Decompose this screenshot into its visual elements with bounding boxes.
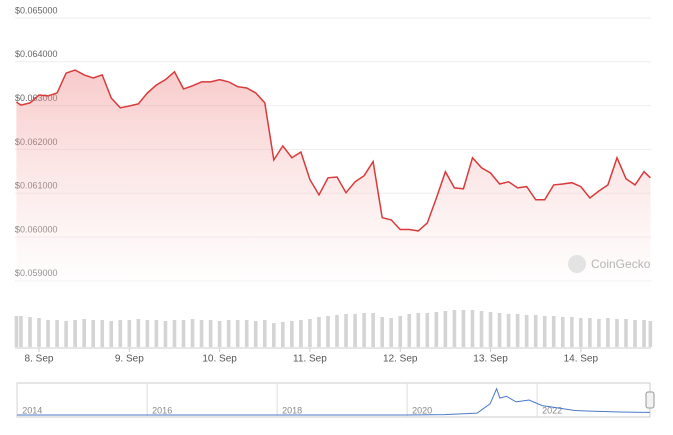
x-tick-label: 9. Sep: [115, 354, 144, 365]
volume-bar: [100, 320, 105, 347]
volume-bar: [91, 320, 96, 347]
volume-bar: [542, 316, 547, 347]
navigator-tick-label: 2022: [542, 405, 562, 415]
volume-bar: [569, 317, 574, 347]
volume-bar: [154, 320, 159, 347]
navigator-tick-label: 2014: [22, 405, 42, 415]
volume-bar: [55, 320, 59, 347]
volume-bar: [82, 319, 86, 347]
watermark: CoinGecko: [568, 255, 651, 273]
volume-bar: [461, 310, 466, 347]
volume-bar: [479, 311, 484, 347]
volume-bar: [642, 320, 646, 347]
watermark-text: CoinGecko: [591, 257, 651, 271]
price-area: [16, 70, 651, 290]
volume-bar: [37, 318, 41, 347]
volume-bar: [226, 320, 231, 347]
navigator-tick-label: 2020: [412, 405, 432, 415]
volume-bar: [416, 313, 421, 347]
x-tick-label: 11. Sep: [293, 354, 327, 365]
volume-bar: [163, 321, 168, 347]
volume-bar: [452, 310, 457, 347]
volume-bar: [407, 314, 412, 347]
navigator-tick-label: 2016: [152, 405, 172, 415]
x-tick-label: 8. Sep: [25, 354, 54, 365]
volume-bar: [64, 321, 68, 347]
volume-bar: [524, 315, 529, 347]
x-tick-label: 14. Sep: [564, 354, 599, 365]
volume-bar: [253, 321, 258, 347]
navigator-frame: [16, 382, 651, 418]
volume-bar: [244, 320, 249, 347]
volume-bar: [190, 319, 195, 347]
volume-bar: [46, 320, 50, 347]
volume-bar: [109, 321, 114, 347]
volume-bar: [380, 317, 384, 347]
volume-bar: [597, 319, 601, 347]
x-tick-label: 13. Sep: [473, 354, 508, 365]
price-line: [15, 69, 651, 232]
volume-bar: [235, 320, 240, 347]
volume-bar: [624, 319, 628, 347]
volume-bar: [262, 320, 267, 347]
volume-bar: [299, 320, 303, 347]
volume-bar: [551, 316, 556, 347]
volume-bar: [344, 314, 348, 347]
navigator-line: [17, 387, 651, 416]
volume-bar: [371, 313, 375, 347]
volume-bar: [470, 310, 475, 347]
volume-bar: [127, 320, 132, 347]
volume-bar: [506, 314, 511, 347]
volume-bar: [28, 317, 32, 347]
volume-bar: [488, 312, 493, 347]
volume-bar: [335, 315, 339, 347]
volume-bar: [425, 313, 430, 347]
volume-bar: [199, 320, 204, 347]
volume-bar: [281, 322, 285, 347]
volume-bar: [208, 320, 213, 347]
x-tick-label: 12. Sep: [383, 354, 418, 365]
y-tick-label: $0.064000: [15, 49, 58, 59]
volume-bar: [217, 321, 222, 347]
volume-bar: [398, 316, 403, 347]
volume-bar: [443, 311, 448, 347]
volume-bar: [136, 319, 141, 347]
volume-bar: [560, 317, 565, 347]
y-tick-label: $0.065000: [15, 5, 58, 15]
navigator-handle[interactable]: [645, 391, 655, 409]
volume-bar: [326, 316, 330, 347]
volume-bar: [73, 320, 77, 347]
volume-bar: [389, 318, 394, 347]
volume-bar: [14, 316, 19, 347]
navigator-tick-label: 2018: [282, 405, 302, 415]
volume-bar: [19, 316, 23, 347]
volume-bar: [533, 315, 538, 347]
x-tick-label: 10. Sep: [202, 354, 237, 365]
volume-bar: [353, 314, 357, 347]
volume-bar: [317, 317, 321, 347]
volume-bar: [172, 320, 177, 347]
volume-bar: [290, 321, 294, 347]
volume-bar: [434, 312, 439, 347]
volume-bar: [362, 313, 366, 347]
volume-bar: [181, 320, 186, 347]
volume-bar: [648, 321, 653, 347]
volume-bar: [497, 313, 502, 347]
watermark-icon: [568, 255, 586, 273]
volume-bar: [308, 319, 312, 347]
volume-bar: [588, 318, 592, 347]
volume-bar: [579, 318, 583, 347]
volume-bar: [515, 314, 520, 347]
volume-bar: [606, 318, 610, 347]
volume-bar: [272, 323, 276, 347]
volume-bar: [118, 320, 123, 347]
volume-bar: [615, 319, 619, 347]
volume-bar: [633, 320, 637, 347]
volume-bar: [145, 320, 150, 347]
